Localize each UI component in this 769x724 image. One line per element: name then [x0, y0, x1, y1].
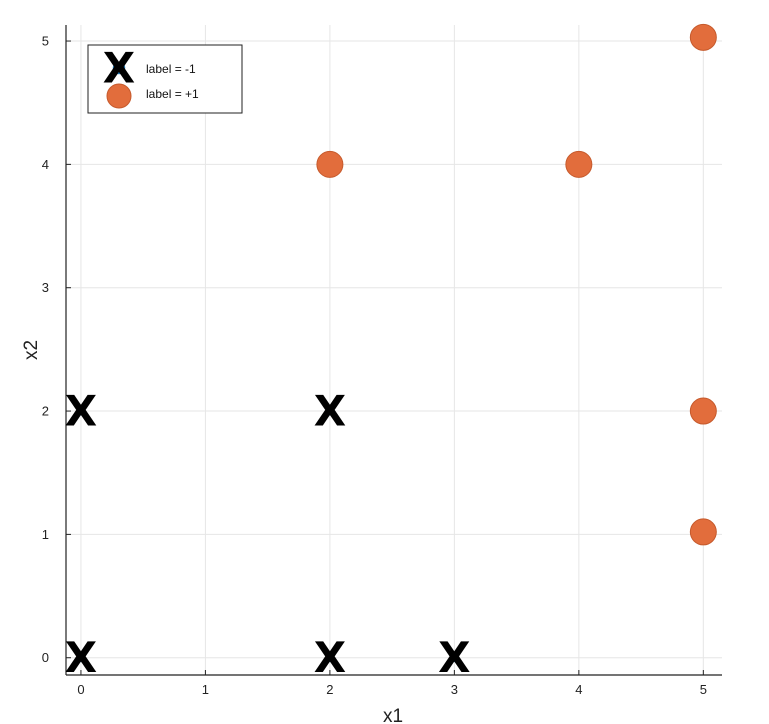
- data-point-label-minus-1: [325, 406, 335, 416]
- legend-entry-label-plus-1: label = +1: [106, 83, 199, 109]
- x-overlay-glyph: X: [314, 633, 346, 682]
- x-overlay-glyph: X: [314, 387, 346, 436]
- x-tick-label: 5: [700, 682, 707, 697]
- legend-marker-label-plus-1: [106, 83, 132, 109]
- x-tick-label: 4: [575, 682, 582, 697]
- data-point-label-minus-1: [325, 653, 335, 663]
- x-tick-label: 2: [326, 682, 333, 697]
- data-point-label-plus-1: [689, 397, 717, 425]
- y-tick-label: 5: [42, 34, 49, 49]
- data-point-label-minus-1: [76, 653, 86, 663]
- grid-lines: [66, 25, 722, 675]
- x-overlay-glyph: X: [65, 633, 97, 682]
- ticks: 0 1 2 3 4 5 0 1 2 3 4 5: [42, 34, 707, 697]
- series-label-minus-1: X X X X X: [65, 387, 471, 683]
- legend-label-plus-1: label = +1: [146, 87, 199, 101]
- data-point-label-plus-1: [316, 150, 344, 178]
- x-tick-label: 1: [202, 682, 209, 697]
- data-point-label-plus-1: [689, 23, 717, 51]
- x-tick-label: 3: [451, 682, 458, 697]
- y-tick-label: 2: [42, 404, 49, 419]
- data-point-label-plus-1: [565, 150, 593, 178]
- legend-label-minus-1: label = -1: [146, 62, 196, 76]
- legend: X label = -1 label = +1: [87, 44, 243, 114]
- data-point-label-minus-1: [449, 653, 459, 663]
- data-point-label-minus-1: [76, 406, 86, 416]
- x-axis-label: x1: [383, 706, 403, 724]
- y-tick-label: 1: [42, 527, 49, 542]
- y-tick-label: 0: [42, 650, 49, 665]
- axes: [65, 25, 722, 676]
- x-tick-label: 0: [77, 682, 84, 697]
- legend-marker-label-minus-1: [112, 61, 126, 75]
- y-tick-label: 4: [42, 157, 49, 172]
- data-points: X X X X X: [65, 23, 717, 683]
- x-overlay-glyph: X: [438, 633, 470, 682]
- series-label-plus-1: [316, 23, 717, 546]
- y-axis-label: x2: [21, 340, 42, 360]
- data-point-label-plus-1: [689, 518, 717, 546]
- x-overlay-glyph: X: [65, 387, 97, 436]
- y-tick-label: 3: [42, 280, 49, 295]
